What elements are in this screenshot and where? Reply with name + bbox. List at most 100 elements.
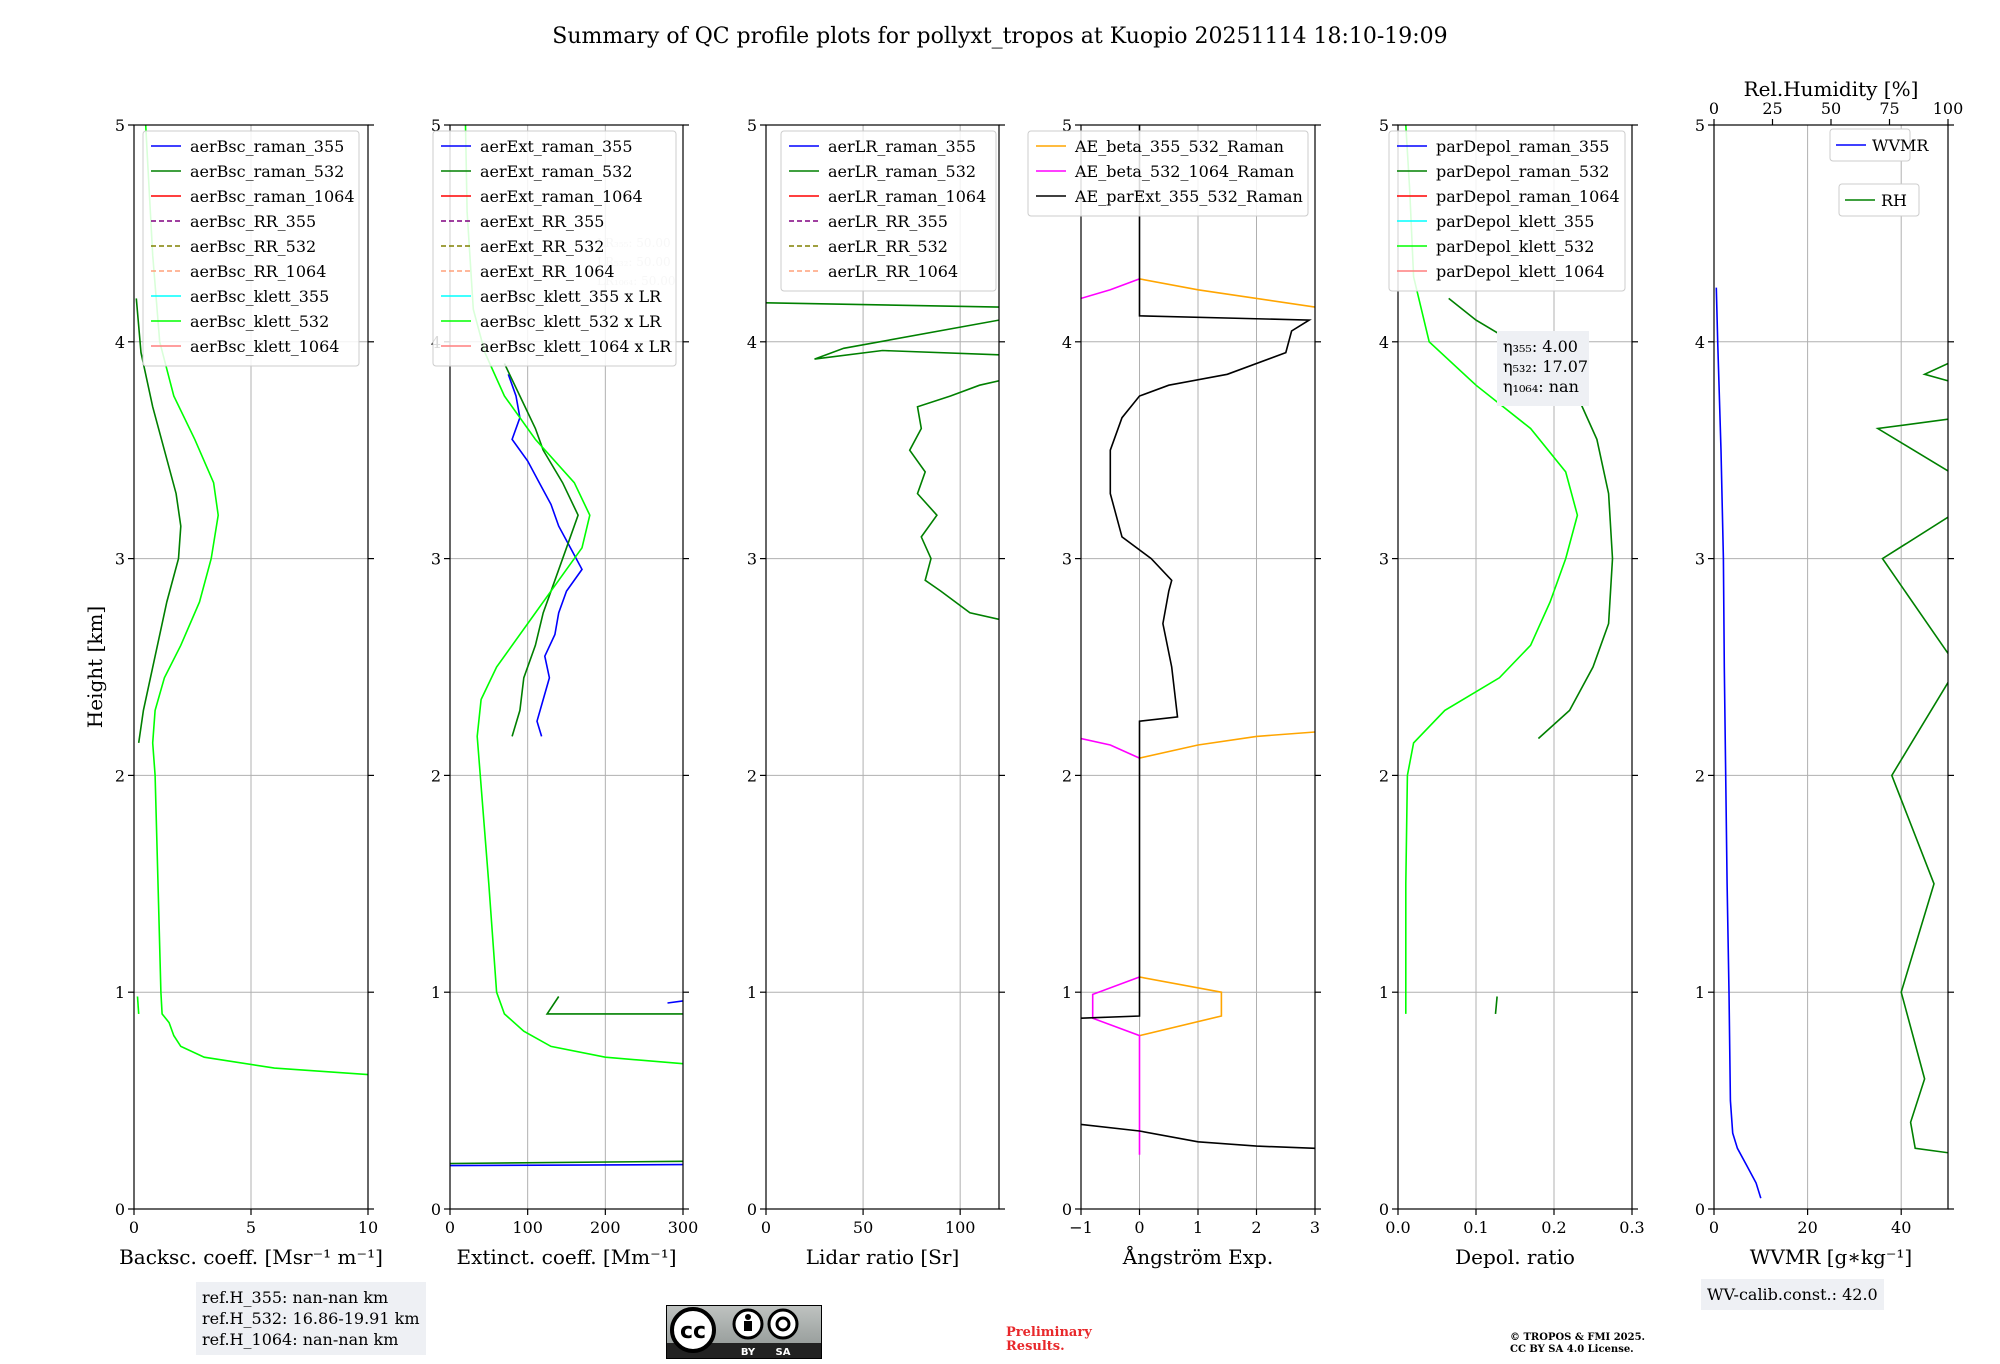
x-axis-label: Lidar ratio [Sr] <box>806 1245 960 1269</box>
y-tick-label: 4 <box>115 333 125 352</box>
x-tick-label: 0 <box>761 1218 771 1237</box>
x-tick-label: 2 <box>1251 1218 1261 1237</box>
y-tick-label: 3 <box>1379 550 1389 569</box>
preliminary-line-1: Preliminary <box>1006 1325 1092 1340</box>
y-tick-label: 3 <box>1062 550 1072 569</box>
y-tick-label: 0 <box>1379 1200 1389 1219</box>
legend-label: WVMR <box>1872 136 1929 155</box>
x-tick-label: 0 <box>445 1218 455 1237</box>
series-line-aerext-klett-532 <box>464 125 683 1065</box>
x-axis-label: Ångström Exp. <box>1122 1244 1273 1269</box>
preliminary-line-2: Results. <box>1006 1339 1065 1354</box>
legend-label: AE_parExt_355_532_Raman <box>1074 187 1303 206</box>
y-tick-label: 1 <box>431 983 441 1002</box>
eta-value: η₃₅₅: 4.00 <box>1503 337 1578 356</box>
y-tick-label: 4 <box>747 333 757 352</box>
y-tick-label: 3 <box>431 550 441 569</box>
profile-panel-2: 0100200300012345Extinct. coeff. [Mm⁻¹]LR… <box>431 116 698 1269</box>
legend-label: RH <box>1881 191 1907 210</box>
series-line-aerbsc-raman-532 <box>135 298 182 744</box>
series-line-wvmr <box>1715 287 1762 1199</box>
axes-frame <box>1713 124 1949 1210</box>
x-axis-label: Extinct. coeff. [Mm⁻¹] <box>456 1245 676 1269</box>
x-tick-label: 200 <box>590 1218 621 1237</box>
series-line-rh <box>1875 362 1948 1154</box>
wv-calib-box: WV-calib.const.: 42.0 <box>1701 1279 1884 1310</box>
y-tick-label: 1 <box>115 983 125 1002</box>
legend-label: aerBsc_klett_1064 x LR <box>480 337 672 356</box>
x-tick-label: 0 <box>1709 1218 1719 1237</box>
y-tick-label: 1 <box>1062 983 1072 1002</box>
series-line-aerlr-raman-532-spike <box>814 319 999 360</box>
x-tick-label: 0.1 <box>1463 1218 1488 1237</box>
y-tick-label: 1 <box>1379 983 1389 1002</box>
svg-text:cc: cc <box>680 1319 706 1344</box>
y-tick-label: 4 <box>1379 333 1389 352</box>
legend-label: aerExt_raman_1064 <box>480 187 643 206</box>
x-tick-label: 0 <box>1134 1218 1144 1237</box>
legend-label: aerBsc_klett_532 <box>190 312 329 331</box>
x-tick-label: 100 <box>512 1218 543 1237</box>
legend-label: aerBsc_RR_532 <box>190 237 316 256</box>
refh-532: ref.H_532: 16.86-19.91 km <box>202 1309 420 1328</box>
series-line-pardepol-klett-532 <box>1405 125 1579 1014</box>
y-tick-label: 2 <box>1062 766 1072 785</box>
series-line-aerbsc-klett-532-low <box>136 996 140 1014</box>
figure-title: Summary of QC profile plots for pollyxt_… <box>552 24 1447 49</box>
series-line-aerext-raman-355 <box>507 374 583 737</box>
series-line-aerext-raman-532-low <box>545 996 683 1015</box>
eta-value: η₅₃₂: 17.07 <box>1503 357 1588 376</box>
legend-label: aerExt_RR_1064 <box>480 262 615 281</box>
x-tick-label: 300 <box>668 1218 699 1237</box>
legend-label: aerBsc_klett_355 x LR <box>480 287 662 306</box>
x-tick-label: 0.2 <box>1541 1218 1566 1237</box>
preliminary-note: Preliminary Results. <box>1006 1326 1092 1354</box>
y-tick-label: 0 <box>1062 1200 1072 1219</box>
y-tick-label: 2 <box>747 766 757 785</box>
legend-label: aerLR_raman_1064 <box>828 187 986 206</box>
x-tick-label: 10 <box>358 1218 378 1237</box>
legend-label: aerLR_RR_355 <box>828 212 948 231</box>
x-tick-label: 0.3 <box>1619 1218 1644 1237</box>
y-tick-label: 2 <box>115 766 125 785</box>
y-tick-label: 2 <box>1379 766 1389 785</box>
legend-box <box>432 130 677 367</box>
series-line-ae-beta-355-532-top <box>1139 278 1315 308</box>
top-x-tick-label: 25 <box>1762 99 1782 118</box>
axes-frame <box>1397 124 1633 1210</box>
top-x-tick-label: 0 <box>1709 99 1719 118</box>
y-tick-label: 0 <box>115 1200 125 1219</box>
profile-panel-3: 0 50 100 0 1 2 3 4 5 Lidar ratio [Sr] aerLR_raman_… <box>747 116 1005 1269</box>
reference-height-box: ref.H_355: nan-nan km ref.H_532: 16.86-1… <box>196 1282 426 1355</box>
eta-box <box>1497 331 1589 406</box>
series-line-aerbsc-klett-532 <box>144 125 368 1076</box>
legend-label: parDepol_klett_1064 <box>1436 262 1605 281</box>
legend-label: AE_beta_355_532_Raman <box>1074 137 1284 156</box>
y-tick-label: 4 <box>1062 333 1072 352</box>
y-tick-label: 5 <box>1695 116 1705 135</box>
y-tick-label: 2 <box>431 766 441 785</box>
series-line-ae-beta-355-532-mid <box>1139 731 1315 759</box>
series-line-ae-beta-532-1064-top <box>1081 278 1140 300</box>
legend-label: aerBsc_raman_1064 <box>190 187 355 206</box>
legend-label: aerLR_RR_532 <box>828 237 948 256</box>
legend-box <box>1027 130 1309 217</box>
x-axis-label: Depol. ratio <box>1455 1245 1575 1269</box>
sa-icon <box>767 1308 799 1340</box>
legend-box <box>1388 130 1626 292</box>
copyright-line-2: CC BY SA 4.0 License. <box>1510 1344 1634 1355</box>
cc-license-badge: cc BY SA <box>666 1305 822 1359</box>
legend-label: aerExt_raman_532 <box>480 162 633 181</box>
series-line-aerext-raman-355-bottom <box>450 1163 683 1167</box>
legend-label: aerBsc_RR_355 <box>190 212 316 231</box>
y-tick-label: 4 <box>1695 333 1705 352</box>
top-x-tick-label: 100 <box>1933 99 1964 118</box>
x-tick-label: −1 <box>1069 1218 1093 1237</box>
copyright-line-1: © TROPOS & FMI 2025. <box>1510 1332 1646 1343</box>
x-axis-label: WVMR [g∗kg⁻¹] <box>1750 1245 1912 1269</box>
legend-label: aerBsc_raman_355 <box>190 137 344 156</box>
x-tick-label: 3 <box>1310 1218 1320 1237</box>
